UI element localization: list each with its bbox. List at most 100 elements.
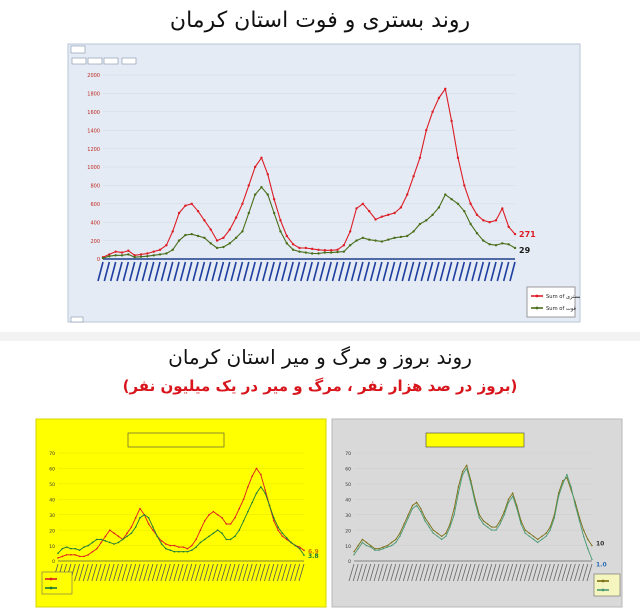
data-point <box>184 204 187 207</box>
x-tick-mark <box>246 563 253 582</box>
x-tick-mark <box>216 563 223 582</box>
x-tick-mark <box>185 261 193 282</box>
y-tick-label: 10 <box>345 544 351 550</box>
series-end-label: 29 <box>519 246 531 255</box>
x-tick-mark <box>444 563 451 582</box>
data-point <box>221 532 223 535</box>
data-point <box>374 547 376 550</box>
legend-label: Sum of بستری <box>546 294 581 300</box>
legend-marker <box>535 294 539 298</box>
data-point <box>134 517 137 519</box>
data-point <box>503 514 506 516</box>
field-button-a[interactable] <box>71 57 87 65</box>
data-point <box>393 211 396 215</box>
y-tick-label: 0 <box>97 257 100 263</box>
data-point <box>127 249 130 252</box>
data-point <box>127 253 130 256</box>
x-tick-mark <box>154 261 161 282</box>
x-tick-mark <box>440 563 447 582</box>
data-point <box>234 236 238 240</box>
data-point <box>349 230 352 233</box>
x-tick-mark <box>104 563 111 582</box>
data-point <box>486 523 489 525</box>
data-point <box>100 541 102 544</box>
data-point <box>374 549 376 551</box>
x-tick-mark <box>113 563 119 582</box>
x-tick-mark <box>207 563 214 582</box>
x-tick-mark <box>511 563 518 582</box>
data-point <box>457 486 460 488</box>
data-point <box>209 242 212 245</box>
data-point <box>524 529 526 531</box>
data-point <box>528 532 531 534</box>
x-tick-mark <box>294 563 301 582</box>
data-point <box>158 248 162 251</box>
yellow-chart-legend <box>41 571 73 595</box>
y-tick-label: 600 <box>90 202 100 208</box>
data-point <box>139 507 141 510</box>
data-point <box>247 486 249 488</box>
data-point <box>355 239 358 242</box>
y-tick-label: 30 <box>49 513 55 519</box>
data-point <box>196 234 200 238</box>
x-tick-mark <box>382 563 388 582</box>
data-point <box>390 541 393 544</box>
data-point <box>130 526 133 528</box>
data-point <box>440 538 443 541</box>
field-button-b[interactable] <box>87 57 103 65</box>
data-point <box>444 193 447 196</box>
data-point <box>190 544 193 547</box>
data-point <box>65 546 68 548</box>
field-button-c[interactable] <box>103 57 119 65</box>
data-point <box>499 523 501 525</box>
data-point <box>139 253 143 256</box>
data-point <box>516 507 518 510</box>
data-point <box>247 510 249 513</box>
x-tick-mark <box>135 261 142 282</box>
data-point <box>466 464 468 467</box>
series-end-label: 10 <box>596 541 604 548</box>
data-point <box>298 546 301 548</box>
data-point <box>117 541 120 544</box>
filter-button[interactable] <box>70 45 86 54</box>
data-point <box>495 529 497 531</box>
x-tick-mark <box>143 563 150 582</box>
data-point <box>463 209 466 213</box>
x-tick-mark <box>407 261 415 282</box>
data-point <box>186 550 189 553</box>
series-line-1 <box>102 186 516 259</box>
y-tick-label: 10 <box>49 544 55 550</box>
data-point <box>474 501 476 504</box>
data-point <box>143 513 146 516</box>
data-point <box>425 129 428 132</box>
data-point <box>57 552 59 555</box>
x-tick-mark <box>262 261 269 282</box>
data-point <box>304 251 308 254</box>
data-point <box>507 501 510 504</box>
page-title: روند بستری و فوت استان کرمان <box>169 8 471 33</box>
data-point <box>494 219 498 222</box>
x-tick-mark <box>407 563 413 582</box>
field-button-d[interactable] <box>121 57 137 65</box>
x-tick-mark <box>204 261 212 282</box>
x-tick-mark <box>160 563 167 582</box>
data-point <box>171 248 174 251</box>
data-point <box>171 230 174 233</box>
data-point <box>234 216 238 219</box>
x-tick-mark <box>169 563 175 582</box>
data-point <box>368 209 371 213</box>
x-tick-mark <box>536 563 543 582</box>
data-point <box>78 549 81 551</box>
data-point <box>281 535 284 538</box>
data-point <box>386 546 389 548</box>
data-point <box>57 557 59 559</box>
x-tick-mark <box>203 563 210 582</box>
x-tick-mark <box>528 563 534 582</box>
axis-field-button[interactable] <box>70 316 84 323</box>
data-point <box>91 550 94 553</box>
data-point <box>432 532 435 534</box>
x-tick-mark <box>190 563 197 582</box>
x-tick-mark <box>338 261 345 282</box>
data-point <box>566 473 568 476</box>
grey-chart-panel <box>331 418 623 608</box>
